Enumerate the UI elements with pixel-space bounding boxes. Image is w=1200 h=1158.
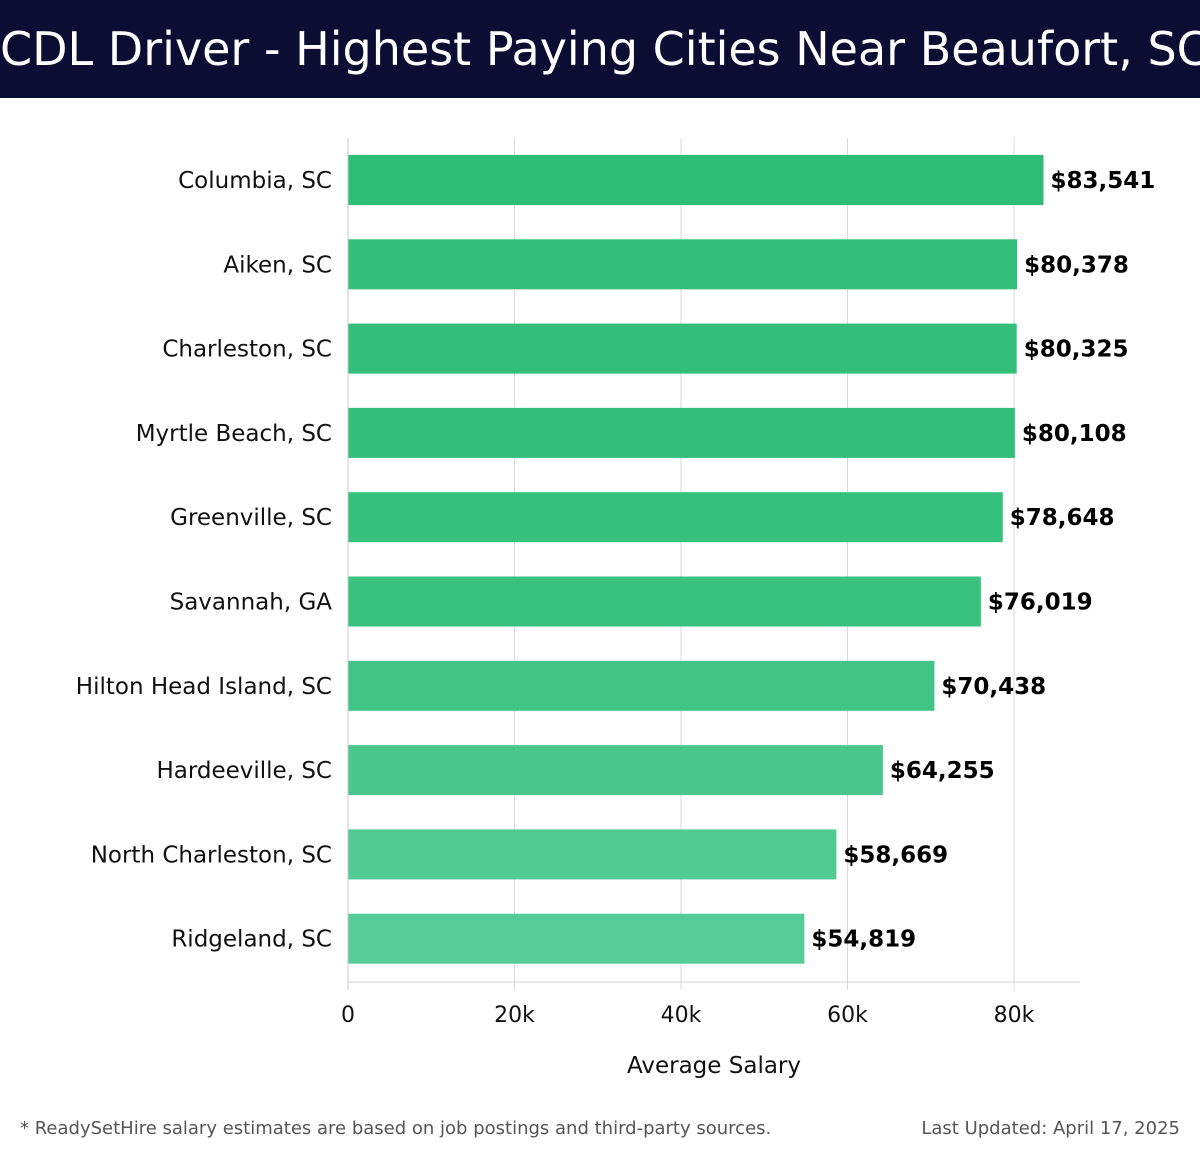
category-label: Hilton Head Island, SC (76, 674, 332, 700)
bar (348, 492, 1003, 543)
footnote: * ReadySetHire salary estimates are base… (20, 1118, 772, 1139)
category-label: Hardeeville, SC (156, 758, 332, 784)
bar (348, 660, 935, 711)
category-label: Columbia, SC (178, 168, 332, 194)
category-label: North Charleston, SC (91, 842, 332, 868)
value-label: $80,108 (1022, 421, 1127, 447)
bar (348, 239, 1018, 290)
category-label: Myrtle Beach, SC (136, 421, 332, 447)
value-label: $70,438 (941, 674, 1046, 700)
bar (348, 407, 1015, 458)
bar (348, 323, 1017, 374)
value-label: $58,669 (843, 842, 948, 868)
category-label: Savannah, GA (170, 590, 333, 616)
value-label: $76,019 (988, 590, 1093, 616)
value-label: $83,541 (1050, 168, 1155, 194)
x-tick-label: 60k (827, 1003, 868, 1028)
x-axis-title: Average Salary (627, 1053, 801, 1079)
x-tick-label: 40k (661, 1003, 702, 1028)
x-tick-label: 0 (341, 1003, 355, 1028)
value-label: $80,378 (1024, 252, 1129, 278)
chart-title: CDL Driver - Highest Paying Cities Near … (0, 0, 1200, 98)
bar (348, 913, 805, 964)
value-label: $64,255 (890, 758, 995, 784)
bar (348, 576, 981, 627)
category-label: Ridgeland, SC (171, 927, 332, 953)
bar (348, 829, 837, 880)
bar-chart: 0 20k 40k 60k 80k Average Salary Columbia, SC $… (76, 138, 1155, 1079)
x-tick-label: 20k (494, 1003, 535, 1028)
bar (348, 745, 883, 796)
x-tick-label: 80k (994, 1003, 1035, 1028)
category-label: Greenville, SC (170, 505, 332, 531)
value-label: $78,648 (1010, 505, 1115, 531)
bar (348, 155, 1044, 205)
category-label: Aiken, SC (223, 252, 332, 278)
last-updated: Last Updated: April 17, 2025 (921, 1118, 1180, 1139)
category-label: Charleston, SC (162, 337, 332, 363)
value-label: $54,819 (811, 927, 916, 953)
value-label: $80,325 (1024, 337, 1129, 363)
